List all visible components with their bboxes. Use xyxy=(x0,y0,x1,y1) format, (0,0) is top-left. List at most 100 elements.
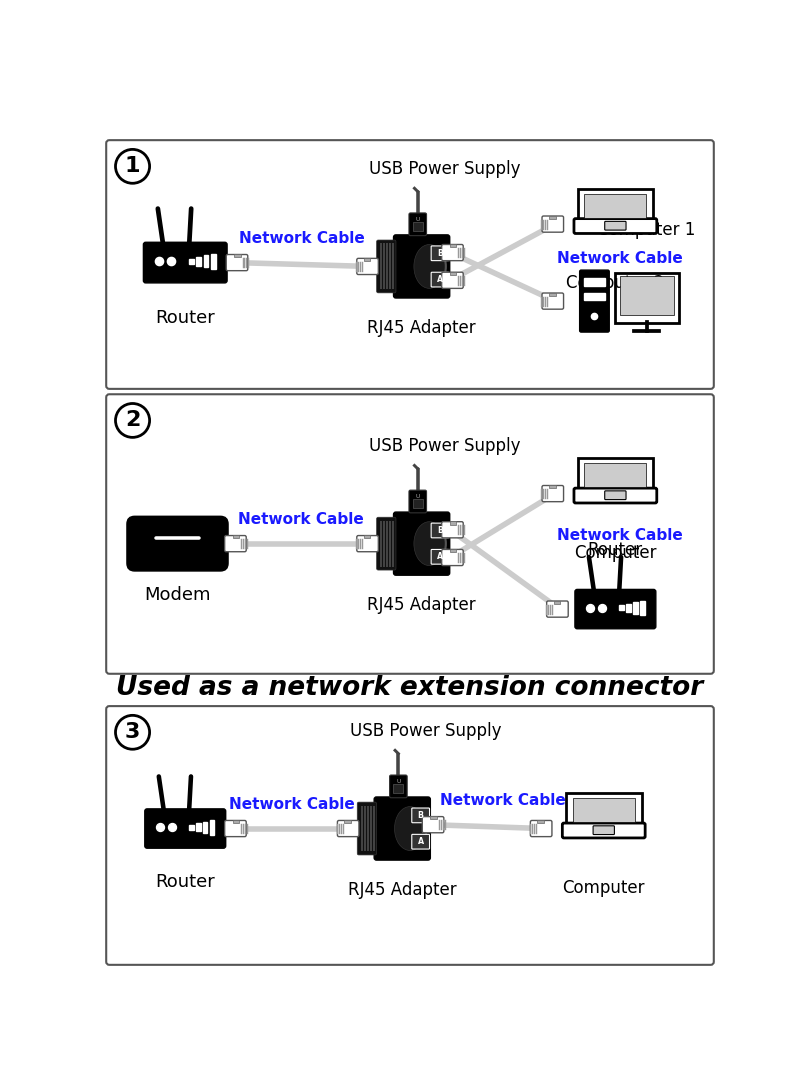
Circle shape xyxy=(115,404,150,437)
Bar xyxy=(233,820,239,824)
FancyBboxPatch shape xyxy=(431,523,449,538)
Bar xyxy=(203,822,207,832)
Text: RJ45 Adapter: RJ45 Adapter xyxy=(367,596,476,614)
FancyBboxPatch shape xyxy=(578,189,653,223)
Bar xyxy=(197,257,201,265)
Text: USB Power Supply: USB Power Supply xyxy=(369,160,521,178)
FancyBboxPatch shape xyxy=(409,213,426,236)
Text: Network Cable: Network Cable xyxy=(558,251,683,266)
FancyBboxPatch shape xyxy=(143,242,227,283)
Bar xyxy=(549,216,555,219)
Text: A: A xyxy=(418,837,424,847)
Bar xyxy=(413,221,423,231)
FancyBboxPatch shape xyxy=(605,221,626,230)
Text: Network Cable: Network Cable xyxy=(239,230,365,245)
Bar xyxy=(538,820,544,824)
Circle shape xyxy=(115,716,150,750)
FancyBboxPatch shape xyxy=(377,240,396,292)
Text: USB Power Supply: USB Power Supply xyxy=(369,437,521,455)
FancyBboxPatch shape xyxy=(431,245,449,261)
Text: U: U xyxy=(396,779,401,784)
FancyBboxPatch shape xyxy=(566,793,642,827)
FancyBboxPatch shape xyxy=(442,521,463,538)
Text: B: B xyxy=(418,811,424,819)
Text: A: A xyxy=(437,552,443,561)
FancyBboxPatch shape xyxy=(390,775,407,798)
Bar xyxy=(450,549,456,552)
Ellipse shape xyxy=(414,244,445,288)
Text: Router: Router xyxy=(155,873,215,891)
Bar xyxy=(549,292,555,296)
FancyBboxPatch shape xyxy=(546,601,568,618)
FancyBboxPatch shape xyxy=(106,706,714,964)
Text: Router: Router xyxy=(155,309,215,327)
FancyBboxPatch shape xyxy=(574,218,657,233)
Bar xyxy=(626,603,630,612)
FancyBboxPatch shape xyxy=(394,235,450,298)
Text: Router: Router xyxy=(588,541,643,559)
FancyBboxPatch shape xyxy=(374,796,430,860)
FancyBboxPatch shape xyxy=(593,826,614,835)
Bar xyxy=(211,254,215,268)
FancyBboxPatch shape xyxy=(578,458,653,492)
Text: Network Cable: Network Cable xyxy=(440,793,566,807)
FancyBboxPatch shape xyxy=(431,550,449,564)
Ellipse shape xyxy=(394,806,426,851)
Circle shape xyxy=(115,149,150,183)
Text: 1: 1 xyxy=(125,156,140,177)
Bar xyxy=(234,254,241,257)
FancyBboxPatch shape xyxy=(377,517,396,571)
Text: RJ45 Adapter: RJ45 Adapter xyxy=(367,319,476,337)
Bar xyxy=(196,824,201,831)
Ellipse shape xyxy=(414,521,445,565)
FancyBboxPatch shape xyxy=(357,536,378,552)
Bar xyxy=(189,825,194,830)
Text: Modem: Modem xyxy=(144,586,210,604)
FancyBboxPatch shape xyxy=(358,802,377,855)
FancyBboxPatch shape xyxy=(412,835,430,849)
Text: USB Power Supply: USB Power Supply xyxy=(350,722,502,740)
FancyBboxPatch shape xyxy=(542,485,563,502)
Bar xyxy=(190,259,194,264)
FancyBboxPatch shape xyxy=(106,140,714,388)
Bar xyxy=(619,276,674,315)
FancyBboxPatch shape xyxy=(422,816,444,832)
Text: U: U xyxy=(416,217,420,221)
Bar xyxy=(573,799,634,822)
Bar xyxy=(430,816,437,819)
Bar xyxy=(364,535,370,538)
Text: 2: 2 xyxy=(125,410,140,431)
FancyBboxPatch shape xyxy=(225,820,246,837)
Text: Computer 2: Computer 2 xyxy=(566,274,665,292)
FancyBboxPatch shape xyxy=(442,244,463,261)
Bar xyxy=(633,602,638,613)
FancyBboxPatch shape xyxy=(106,394,714,674)
FancyBboxPatch shape xyxy=(225,536,246,552)
FancyBboxPatch shape xyxy=(575,589,656,628)
FancyBboxPatch shape xyxy=(431,273,449,287)
Text: B: B xyxy=(437,526,443,535)
Bar xyxy=(204,255,208,267)
FancyBboxPatch shape xyxy=(127,516,228,571)
FancyBboxPatch shape xyxy=(542,293,563,309)
Bar xyxy=(450,272,456,275)
FancyBboxPatch shape xyxy=(226,254,248,271)
Text: Computer: Computer xyxy=(562,878,645,897)
Text: RJ45 Adapter: RJ45 Adapter xyxy=(348,880,457,899)
FancyBboxPatch shape xyxy=(412,808,430,823)
Text: Computer: Computer xyxy=(574,543,657,562)
FancyBboxPatch shape xyxy=(605,491,626,500)
Bar xyxy=(584,278,605,286)
FancyBboxPatch shape xyxy=(442,550,463,565)
Text: A: A xyxy=(437,275,443,284)
FancyBboxPatch shape xyxy=(530,820,552,837)
FancyBboxPatch shape xyxy=(357,259,378,275)
Bar xyxy=(345,820,351,824)
Text: 3: 3 xyxy=(125,722,140,742)
FancyBboxPatch shape xyxy=(580,271,610,332)
Bar xyxy=(640,600,645,615)
FancyBboxPatch shape xyxy=(338,820,359,837)
Bar xyxy=(210,820,214,835)
Bar xyxy=(554,600,560,603)
Bar xyxy=(585,194,646,217)
